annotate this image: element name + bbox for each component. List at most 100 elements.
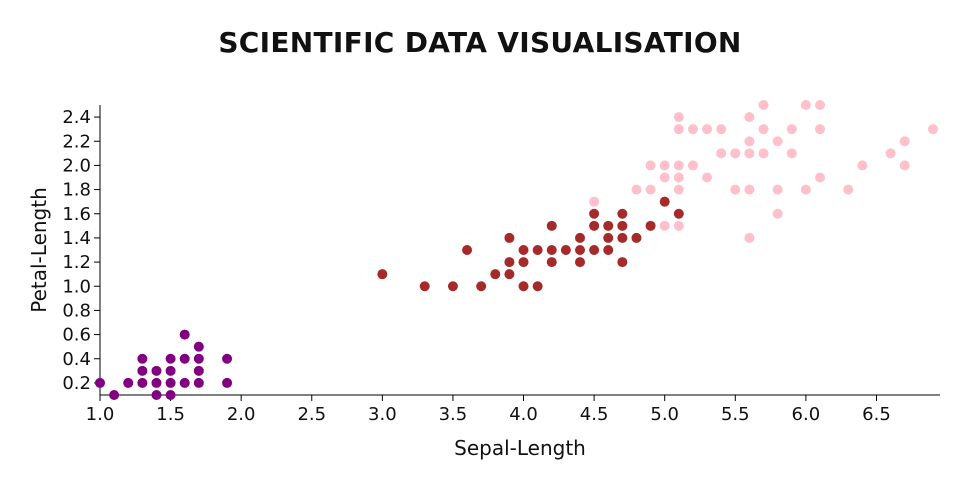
data-point <box>447 281 458 292</box>
x-tick-label: 5.0 <box>650 404 679 425</box>
y-tick-label: 1.2 <box>62 252 91 273</box>
data-point <box>518 257 529 268</box>
data-point <box>744 184 755 195</box>
data-point <box>673 160 684 171</box>
data-point <box>193 377 204 388</box>
data-point <box>758 100 769 110</box>
data-point <box>137 353 148 364</box>
data-point <box>744 148 755 159</box>
data-point <box>786 124 797 135</box>
x-tick-label: 4.5 <box>580 404 609 425</box>
data-point <box>419 281 430 292</box>
y-tick-label: 1.0 <box>62 276 91 297</box>
data-point <box>645 220 656 231</box>
data-point <box>137 365 148 376</box>
data-point <box>504 232 515 243</box>
data-point <box>603 245 614 255</box>
data-point <box>744 232 755 243</box>
data-point <box>603 220 614 231</box>
data-point <box>151 365 162 376</box>
data-point <box>617 232 628 243</box>
data-point <box>716 148 727 159</box>
y-tick-label: 2.2 <box>62 131 91 152</box>
data-point <box>546 220 557 231</box>
data-point <box>179 377 190 388</box>
data-point <box>504 269 515 280</box>
data-point <box>193 353 204 364</box>
data-point <box>899 136 910 147</box>
y-tick-label: 0.6 <box>62 325 91 346</box>
data-point <box>772 208 783 219</box>
data-point <box>222 353 233 364</box>
data-point <box>617 220 628 231</box>
y-tick-label: 1.4 <box>62 228 91 249</box>
data-point <box>575 257 585 268</box>
data-point <box>560 245 571 255</box>
data-point <box>490 269 501 280</box>
data-point <box>137 377 148 388</box>
data-point <box>899 160 910 171</box>
data-point <box>645 160 656 171</box>
data-point <box>518 245 529 255</box>
data-point <box>109 390 120 400</box>
data-point <box>532 281 543 292</box>
data-point <box>659 220 670 231</box>
data-point <box>927 124 938 135</box>
y-tick-label: 2.0 <box>62 155 91 176</box>
data-point <box>165 353 176 364</box>
y-tick-label: 0.8 <box>62 300 91 321</box>
data-point <box>617 257 628 268</box>
x-axis-title: Sepal-Length <box>454 436 586 460</box>
data-point <box>702 124 713 135</box>
data-point <box>673 172 684 183</box>
data-point <box>758 148 769 159</box>
data-point <box>546 245 557 255</box>
data-point <box>476 281 487 292</box>
data-point <box>673 112 684 123</box>
data-point <box>589 220 600 231</box>
data-point <box>702 172 713 183</box>
data-point <box>165 365 176 376</box>
data-point <box>645 184 656 195</box>
y-tick-label: 1.8 <box>62 180 91 201</box>
data-point <box>800 184 811 195</box>
data-point <box>193 365 204 376</box>
data-point <box>575 232 585 243</box>
data-point <box>843 184 854 195</box>
data-point <box>151 390 162 400</box>
data-point <box>546 257 557 268</box>
data-point <box>179 353 190 364</box>
data-point <box>504 257 515 268</box>
chart-title: SCIENTIFIC DATA VISUALISATION <box>218 26 742 59</box>
data-point <box>631 232 642 243</box>
data-point <box>659 160 670 171</box>
y-tick-label: 0.2 <box>62 373 91 394</box>
data-point <box>673 208 684 219</box>
data-point <box>179 329 190 340</box>
data-point <box>815 100 825 110</box>
data-point <box>772 136 783 147</box>
data-point <box>377 269 388 280</box>
data-point <box>687 124 698 135</box>
data-point <box>95 377 105 388</box>
data-point <box>165 390 176 400</box>
data-point <box>617 208 628 219</box>
data-point <box>631 184 642 195</box>
x-tick-label: 4.0 <box>509 404 538 425</box>
data-point <box>589 245 600 255</box>
y-tick-label: 2.4 <box>62 107 91 128</box>
data-point <box>659 172 670 183</box>
axes: 1.0 1.5 2.0 2.5 3.0 3.5 4.0 4.5 5.0 5.5 6.0 6.5 0.2 0… <box>62 105 940 425</box>
x-tick-label: 3.5 <box>439 404 468 425</box>
data-point <box>222 377 233 388</box>
data-point <box>744 112 755 123</box>
data-point <box>575 245 585 255</box>
x-tick-label: 6.0 <box>792 404 821 425</box>
data-point <box>589 208 600 219</box>
y-axis-title: Petal-Length <box>27 187 51 313</box>
data-points <box>95 100 938 400</box>
data-point <box>673 184 684 195</box>
x-tick-label: 2.0 <box>227 404 256 425</box>
y-tick-label: 0.4 <box>62 349 91 370</box>
